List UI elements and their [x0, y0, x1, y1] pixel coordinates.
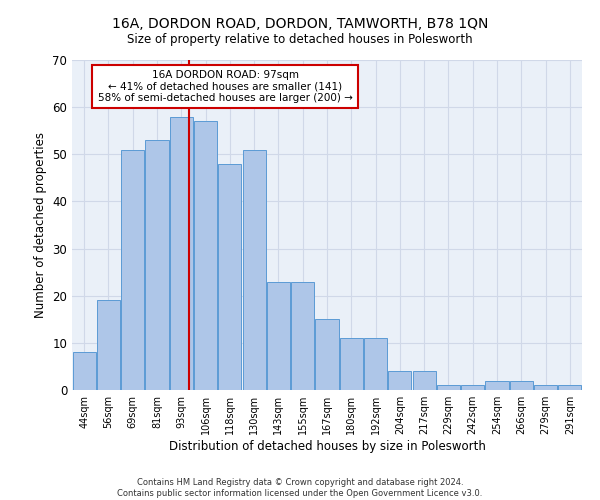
Bar — [461, 386, 484, 390]
Text: Size of property relative to detached houses in Polesworth: Size of property relative to detached ho… — [127, 32, 473, 46]
Bar — [267, 282, 290, 390]
Text: Contains HM Land Registry data © Crown copyright and database right 2024.
Contai: Contains HM Land Registry data © Crown c… — [118, 478, 482, 498]
Bar — [437, 386, 460, 390]
Bar — [170, 116, 193, 390]
Bar — [316, 320, 338, 390]
Bar — [242, 150, 266, 390]
Bar — [413, 371, 436, 390]
Bar — [97, 300, 120, 390]
Bar — [485, 380, 509, 390]
Text: 16A DORDON ROAD: 97sqm
← 41% of detached houses are smaller (141)
58% of semi-de: 16A DORDON ROAD: 97sqm ← 41% of detached… — [98, 70, 352, 103]
Bar — [121, 150, 144, 390]
Bar — [388, 371, 412, 390]
Bar — [534, 386, 557, 390]
Bar — [559, 386, 581, 390]
Text: 16A, DORDON ROAD, DORDON, TAMWORTH, B78 1QN: 16A, DORDON ROAD, DORDON, TAMWORTH, B78 … — [112, 18, 488, 32]
Bar — [194, 122, 217, 390]
X-axis label: Distribution of detached houses by size in Polesworth: Distribution of detached houses by size … — [169, 440, 485, 453]
Bar — [73, 352, 95, 390]
Bar — [340, 338, 363, 390]
Bar — [510, 380, 533, 390]
Y-axis label: Number of detached properties: Number of detached properties — [34, 132, 47, 318]
Bar — [145, 140, 169, 390]
Bar — [291, 282, 314, 390]
Bar — [218, 164, 241, 390]
Bar — [364, 338, 387, 390]
